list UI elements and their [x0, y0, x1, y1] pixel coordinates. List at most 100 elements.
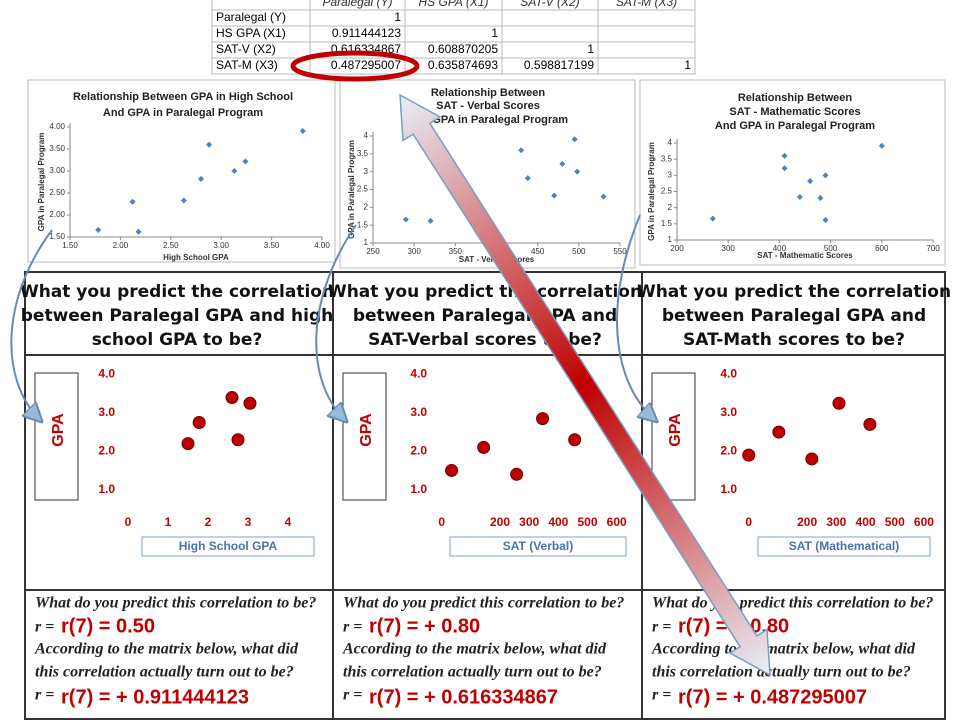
y-tick-label: 1.5 [661, 219, 673, 228]
data-point [781, 152, 788, 159]
predict-prompt: What do you predict this correlation to … [35, 595, 316, 612]
x-tick-label: 3 [245, 515, 252, 529]
data-point [571, 136, 578, 143]
y-axis-label: GPA [358, 413, 375, 447]
x-tick-label: 550 [613, 247, 627, 256]
x-tick-label: 2.50 [163, 241, 179, 250]
x-tick-label: 400 [856, 515, 876, 529]
question: between Paralegal GPA and high [21, 306, 333, 326]
connector-arrows [10, 214, 655, 420]
x-tick-label: 2.00 [113, 241, 129, 250]
x-tick-label: 450 [531, 247, 545, 256]
matrix-prompt: this correlation actually turn out to be… [35, 664, 294, 681]
x-tick-label: 300 [519, 515, 539, 529]
data-point [181, 437, 195, 451]
x-tick-label: 200 [490, 515, 510, 529]
data-point [878, 142, 885, 149]
y-tick-label: 2.00 [49, 210, 65, 219]
data-point [805, 452, 819, 466]
y-axis-label: GPA in Paralegal Program [37, 133, 46, 232]
data-point [742, 448, 756, 462]
y-tick-label: 1 [668, 235, 673, 244]
x-tick-label: 700 [926, 244, 940, 253]
double-arrow [399, 93, 771, 677]
y-axis-label: GPA [50, 413, 67, 447]
x-tick-label: 500 [577, 515, 597, 529]
predicted-answer: r(7) = + 0.80 [369, 615, 480, 637]
chart-title: And GPA in Paralegal Program [408, 114, 568, 126]
chart-title: SAT - Verbal Scores [436, 100, 540, 112]
chart-title: Relationship Between [738, 92, 853, 104]
data-point [95, 226, 102, 233]
data-point [242, 158, 249, 165]
x-tick-label: 250 [366, 247, 380, 256]
data-point [427, 217, 434, 224]
data-point [709, 215, 716, 222]
y-tick-label: 2 [364, 202, 369, 211]
x-tick-label: 500 [824, 244, 838, 253]
data-point [477, 440, 491, 454]
y-tick-label: 2.5 [661, 187, 673, 196]
y-tick-label: 1.50 [49, 232, 65, 241]
question: What you predict the correlation [328, 282, 642, 302]
table-header: SAT-M (X3) [616, 0, 677, 9]
x-tick-label: 300 [826, 515, 846, 529]
x-tick-label: 4 [285, 515, 292, 529]
x-label-box [757, 536, 931, 557]
x-tick-label: 0 [745, 515, 752, 529]
x-tick-label: 400 [548, 515, 568, 529]
x-tick-label: 0 [438, 515, 445, 529]
y-tick-label: 3.0 [98, 405, 115, 419]
table-cell: 1 [587, 42, 594, 56]
chart-title: Relationship Between GPA in High School [73, 91, 293, 103]
x-tick-label: 600 [607, 515, 627, 529]
chart-frame [27, 79, 336, 263]
y-tick-label: 1.5 [357, 220, 369, 229]
y-tick-label: 3.0 [720, 405, 737, 419]
y-tick-label: 1.0 [410, 482, 427, 496]
chart-title: And GPA in Paralegal Program [103, 107, 263, 119]
y-tick-label: 3.5 [357, 149, 369, 158]
row-label: HS GPA (X1) [216, 26, 286, 40]
question: SAT-Math scores to be? [683, 330, 905, 350]
data-point [574, 168, 581, 175]
x-tick-label: 600 [914, 515, 934, 529]
data-point [129, 198, 136, 205]
data-point [536, 412, 550, 426]
y-tick-label: 4.00 [49, 122, 65, 131]
y-tick-label: 3 [668, 170, 673, 179]
data-point [243, 396, 257, 410]
x-tick-label: 1.50 [62, 241, 78, 250]
x-tick-label: 200 [670, 244, 684, 253]
data-point [206, 141, 213, 148]
data-point [551, 192, 558, 199]
x-tick-label: 3.50 [264, 241, 280, 250]
x-tick-label: 2 [205, 515, 212, 529]
table-cell: 1 [684, 58, 691, 72]
y-tick-label: 1.0 [98, 482, 115, 496]
data-point [772, 425, 786, 439]
row-label: Paralegal (Y) [216, 10, 286, 24]
matrix-prompt: According to the matrix below, what did [651, 641, 916, 658]
y-tick-label: 4 [364, 131, 369, 140]
x-tick-label: 200 [797, 515, 817, 529]
x-tick-label: 400 [773, 244, 787, 253]
data-point [518, 147, 525, 154]
y-tick-label: 1.0 [720, 482, 737, 496]
x-axis-label: SAT (Verbal) [503, 539, 573, 553]
data-point [135, 228, 142, 235]
data-point [231, 168, 238, 174]
y-tick-label: 3.00 [49, 166, 65, 175]
question: What you predict the correlation [637, 282, 951, 302]
data-point [445, 463, 459, 477]
y-tick-label: 3.0 [410, 405, 427, 419]
data-point [600, 193, 607, 200]
y-axis-label: GPA in Paralegal Program [347, 140, 356, 239]
y-label-box [34, 372, 79, 501]
y-tick-label: 2.0 [410, 443, 427, 457]
correlation-matrix: Paralegal (Y) HS GPA (X1) SAT-V (X2) SAT-M … [211, 0, 696, 75]
data-point [510, 467, 524, 481]
x-tick-label: 350 [449, 247, 463, 256]
question: What you predict the correlation [20, 282, 334, 302]
data-point [863, 417, 877, 431]
